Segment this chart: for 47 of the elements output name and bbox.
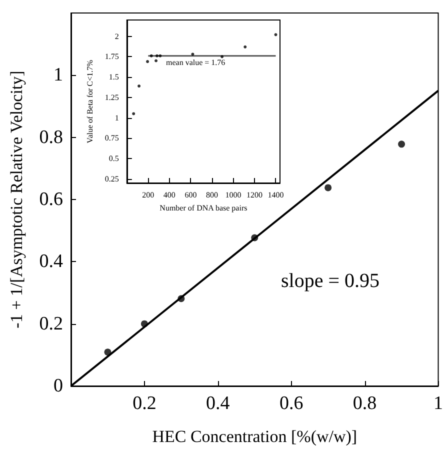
y-tick-label: 2 [114,32,119,41]
annotation: mean value = 1.76 [166,58,226,68]
point [150,54,153,58]
x-axis-title: Number of DNA base pairs [160,203,248,212]
point [140,320,148,328]
annotation: slope = 0.95 [280,270,380,292]
x-tick-label: 1 [434,393,443,414]
y-tick-label: 0 [54,376,63,396]
y-tick-label: 0.5 [108,154,119,164]
point [178,295,185,302]
x-tick-label: 0.6 [279,393,304,414]
point [138,84,141,88]
y-tick-label: 1.75 [104,52,119,62]
y-tick-label: 1.5 [108,72,119,82]
x-tick-label: 1200 [246,190,262,200]
point [398,140,406,148]
point [191,52,194,56]
x-tick-label: 400 [163,190,176,200]
x-tick-label: 0.8 [352,393,377,414]
y-tick-label: 1 [54,64,63,86]
point [146,60,150,64]
point [324,184,332,192]
x-tick-label: 1000 [225,190,242,200]
x-tick-label: 0.4 [206,393,230,414]
y-tick-label: 1 [114,113,119,122]
point [104,348,112,356]
x-tick-label: 800 [206,190,218,200]
x-tick-label: 1400 [268,190,284,200]
x-axis-title: HEC Concentration [%(w/w)] [152,427,358,446]
point [155,54,158,58]
x-tick-label: 600 [184,190,197,200]
point [220,55,224,58]
y-tick-label: 0.4 [39,251,64,272]
y-tick-label: 0.8 [39,126,63,148]
point [251,234,258,242]
y-tick-label: 1.25 [104,92,119,102]
y-tick-label: 0.2 [39,313,63,334]
point [132,112,136,116]
x-tick-label: 0.2 [132,393,156,414]
y-axis-title: Value of Beta for C<1.7% [86,59,94,144]
point [154,59,158,62]
point [158,54,162,58]
point [244,45,247,48]
x-tick-label: 200 [142,190,154,200]
y-axis-title: -1 + 1/[Asymptotic Relative Velocity] [7,70,26,328]
y-tick-label: 0.75 [104,134,119,143]
y-tick-label: 0.25 [104,174,119,184]
